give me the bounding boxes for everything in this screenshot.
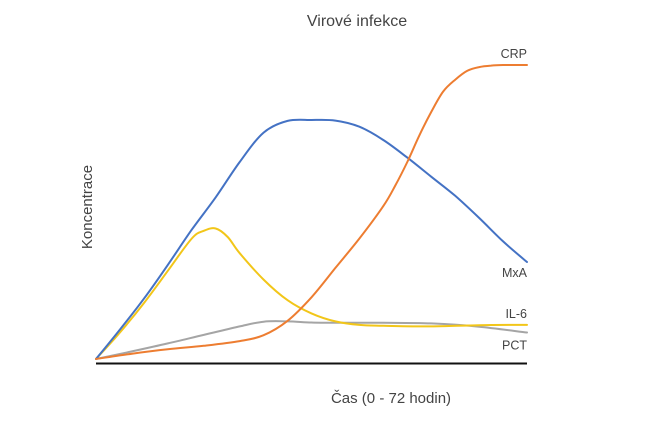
- y-axis-label: Koncentrace: [79, 165, 96, 249]
- series-label-pct: PCT: [502, 339, 527, 353]
- series-line-pct: [95, 320, 528, 360]
- series-label-mxa: MxA: [502, 266, 528, 280]
- series-line-mxa: [95, 118, 528, 360]
- series-group: [95, 63, 528, 360]
- series-label-crp: CRP: [501, 47, 527, 61]
- chart-title: Virové infekce: [307, 13, 407, 30]
- series-label-il-6: IL-6: [505, 307, 527, 321]
- series-line-crp: [95, 63, 528, 360]
- series-line-il-6: [95, 227, 528, 360]
- x-axis-label: Čas (0 - 72 hodin): [331, 390, 451, 407]
- series-label-group: CRP MxA IL-6 PCT: [501, 47, 528, 353]
